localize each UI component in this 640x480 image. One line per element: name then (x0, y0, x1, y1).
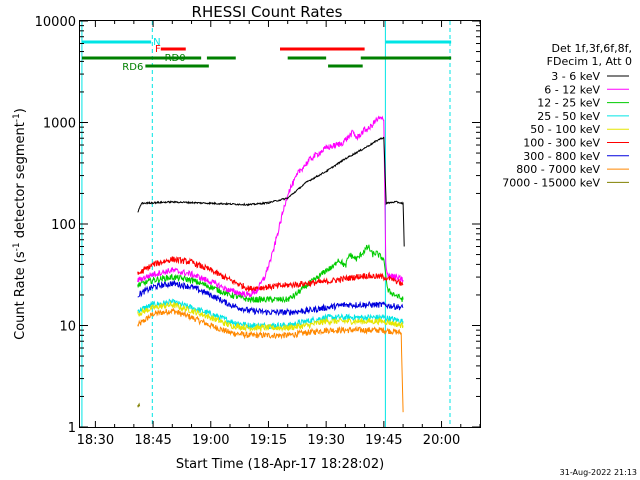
legend-label-2: 12 - 25 keV (537, 97, 600, 110)
y-tick-label-4: 10000 (35, 15, 76, 30)
x-tick-label-0: 18:30 (77, 433, 114, 448)
series-line-0 (137, 136, 405, 247)
x-tick-label-5: 19:45 (365, 433, 402, 448)
y-axis-label: Count Rate (s-1 detector segment-1) (12, 108, 28, 340)
x-tick-label-3: 19:15 (250, 433, 287, 448)
legend-label-1: 6 - 12 keV (544, 83, 600, 96)
state-bar-label-2: RD0 (165, 53, 186, 64)
y-tick-label-3: 1000 (43, 117, 76, 132)
y-tick-label-2: 100 (51, 218, 76, 233)
series-line-2 (137, 244, 404, 304)
legend-label-6: 300 - 800 keV (523, 150, 600, 163)
x-tick-label-1: 18:45 (134, 433, 171, 448)
x-tick-label-6: 20:00 (423, 433, 460, 448)
legend-label-8: 7000 - 15000 keV (502, 176, 600, 189)
legend-label-7: 800 - 7000 keV (516, 163, 600, 176)
plot-frame (79, 20, 481, 428)
legend-label-3: 25 - 50 keV (537, 110, 600, 123)
y-tick-label-1: 10 (59, 320, 76, 335)
series-line-4 (137, 300, 404, 333)
x-tick-label-2: 19:00 (192, 433, 229, 448)
series-line-7 (137, 307, 404, 413)
timestamp: 31-Aug-2022 21:13 (560, 468, 637, 477)
legend-label-0: 3 - 6 keV (551, 70, 600, 83)
legend-label-4: 50 - 100 keV (530, 123, 600, 136)
x-axis-label: Start Time (18-Apr-17 18:28:02) (176, 457, 384, 472)
state-bar-label-0: N (153, 37, 160, 48)
x-tick-label-4: 19:30 (307, 433, 344, 448)
legend-header-1: FDecim 1, Att 0 (547, 55, 632, 68)
y-tick-label-0: 1 (68, 421, 76, 436)
series-line-1 (137, 115, 404, 298)
legend-header-0: Det 1f,3f,6f,8f, (551, 42, 632, 55)
chart-title: RHESSI Count Rates (192, 3, 343, 21)
series-line-5 (137, 256, 404, 292)
series-line-8 (137, 402, 141, 408)
series-line-6 (137, 279, 404, 317)
state-bar-label-3: RD6 (122, 62, 143, 73)
state-bar-label-1: F (155, 44, 161, 55)
series-line-3 (137, 298, 404, 330)
legend-label-5: 100 - 300 keV (523, 137, 600, 150)
